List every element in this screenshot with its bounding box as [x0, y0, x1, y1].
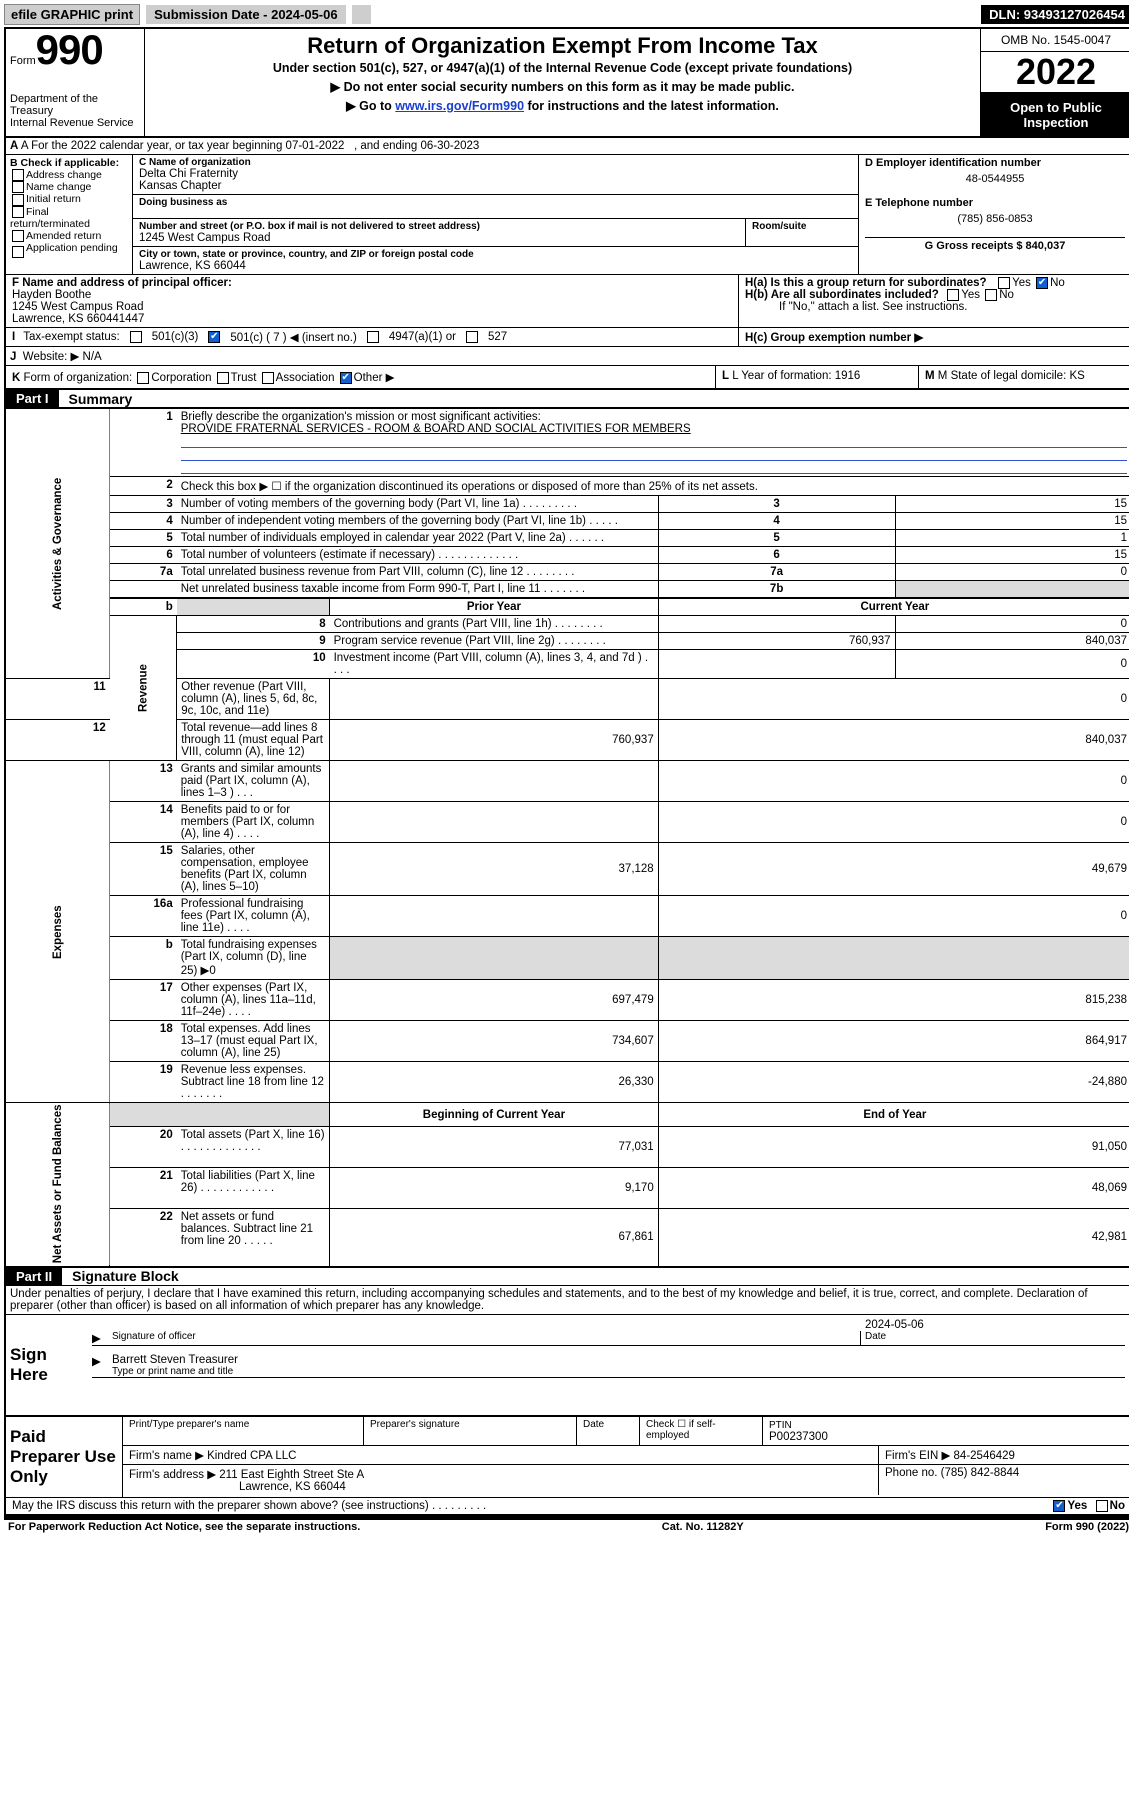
- row-j: J Website: ▶ N/A: [6, 347, 1129, 366]
- discuss-row: May the IRS discuss this return with the…: [6, 1497, 1129, 1514]
- date-label: Date: [860, 1331, 1125, 1345]
- col-b: B Check if applicable: Address change Na…: [6, 155, 133, 274]
- irs-label: Internal Revenue Service: [10, 117, 140, 129]
- subtitle-1: Under section 501(c), 527, or 4947(a)(1)…: [155, 61, 970, 75]
- city-state-zip: Lawrence, KS 66044: [139, 260, 852, 272]
- form-number: 990: [36, 31, 103, 69]
- side-activities: Activities & Governance: [6, 409, 110, 679]
- side-expenses: Expenses: [6, 761, 110, 1103]
- row-f: F Name and address of principal officer:…: [6, 275, 1129, 328]
- omb-number: OMB No. 1545-0047: [981, 29, 1129, 52]
- top-bar: efile GRAPHIC print Submission Date - 20…: [4, 4, 1129, 25]
- cb-corp[interactable]: [137, 372, 149, 384]
- cb-trust[interactable]: [217, 372, 229, 384]
- firm-ein: Firm's EIN ▶ 84-2546429: [879, 1446, 1129, 1464]
- website: Website: ▶ N/A: [23, 351, 102, 363]
- cb-pending[interactable]: [12, 246, 24, 258]
- page-footer: For Paperwork Reduction Act Notice, see …: [4, 1516, 1129, 1534]
- row-k: K Form of organization: Corporation Trus…: [6, 366, 1129, 390]
- street-address: 1245 West Campus Road: [139, 232, 739, 244]
- form990-link[interactable]: www.irs.gov/Form990: [395, 99, 524, 113]
- dln-label: DLN: 93493127026454: [981, 5, 1129, 24]
- mission-text: PROVIDE FRATERNAL SERVICES - ROOM & BOAR…: [181, 423, 691, 435]
- cb-4947[interactable]: [367, 331, 379, 343]
- section-bcd: B Check if applicable: Address change Na…: [6, 155, 1129, 275]
- penalties: Under penalties of perjury, I declare th…: [6, 1286, 1129, 1315]
- form-header: Form 990 Department of the Treasury Inte…: [6, 29, 1129, 138]
- state-domicile: M M State of legal domicile: KS: [919, 366, 1129, 388]
- year-formation: L L Year of formation: 1916: [716, 366, 919, 388]
- summary-table: Activities & Governance 1 Briefly descri…: [6, 408, 1129, 1266]
- subtitle-2: ▶ Do not enter social security numbers o…: [155, 75, 970, 98]
- cb-discuss-yes[interactable]: [1053, 1500, 1065, 1512]
- sig-date: 2024-05-06: [865, 1319, 1125, 1331]
- firm-address: Firm's address ▶ 211 East Eighth Street …: [129, 1469, 364, 1481]
- cb-ha-no[interactable]: [1036, 277, 1048, 289]
- part-i-header: Part I Summary: [6, 390, 1129, 408]
- cb-name-change[interactable]: [12, 181, 24, 193]
- org-name-1: Delta Chi Fraternity: [139, 168, 852, 180]
- ptin: P00237300: [769, 1431, 828, 1443]
- cb-527[interactable]: [466, 331, 478, 343]
- submission-date: Submission Date - 2024-05-06: [146, 5, 346, 24]
- officer-name: Hayden Boothe: [12, 289, 732, 301]
- cb-501c[interactable]: [208, 331, 220, 343]
- subtitle-3: ▶ Go to www.irs.gov/Form990 for instruct…: [155, 98, 970, 113]
- org-name-2: Kansas Chapter: [139, 180, 852, 192]
- cb-ha-yes[interactable]: [998, 277, 1010, 289]
- form-word: Form: [10, 55, 36, 67]
- cb-other[interactable]: [340, 372, 352, 384]
- col-d: D Employer identification number 48-0544…: [859, 155, 1129, 274]
- cb-501c3[interactable]: [130, 331, 142, 343]
- cb-amended[interactable]: [12, 230, 24, 242]
- side-netassets: Net Assets or Fund Balances: [6, 1103, 110, 1266]
- col-c: C Name of organization Delta Chi Fratern…: [133, 155, 859, 274]
- form-title: Return of Organization Exempt From Incom…: [155, 33, 970, 59]
- sig-officer-label: Signature of officer: [112, 1331, 860, 1345]
- sign-here-block: Sign Here 2024-05-06 ▶ Signature of offi…: [6, 1315, 1129, 1417]
- gross-receipts: G Gross receipts $ 840,037: [925, 240, 1066, 252]
- line-a: A A For the 2022 calendar year, or tax y…: [6, 138, 1129, 155]
- officer-addr1: 1245 West Campus Road: [12, 301, 732, 313]
- spacer-pill: [352, 5, 372, 24]
- firm-name: Firm's name ▶ Kindred CPA LLC: [123, 1446, 879, 1464]
- cb-address-change[interactable]: [12, 169, 24, 181]
- officer-print-name: Barrett Steven Treasurer: [112, 1354, 1125, 1366]
- row-i: I Tax-exempt status: 501(c)(3) 501(c) ( …: [6, 328, 1129, 347]
- dept-treasury: Department of the Treasury: [10, 93, 140, 117]
- ein: 48-0544955: [865, 169, 1125, 189]
- side-revenue: Revenue: [110, 616, 177, 761]
- tax-year: 2022: [981, 52, 1129, 94]
- efile-print-button[interactable]: efile GRAPHIC print: [4, 4, 140, 25]
- form-990: Form 990 Department of the Treasury Inte…: [4, 27, 1129, 1516]
- cb-hb-yes[interactable]: [947, 289, 959, 301]
- cb-hb-no[interactable]: [985, 289, 997, 301]
- telephone: (785) 856-0853: [865, 209, 1125, 229]
- cb-initial-return[interactable]: [12, 194, 24, 206]
- cb-final-return[interactable]: [12, 206, 24, 218]
- open-to-public: Open to Public Inspection: [981, 94, 1129, 136]
- firm-phone: Phone no. (785) 842-8844: [879, 1465, 1129, 1495]
- part-ii-header: Part II Signature Block: [6, 1266, 1129, 1286]
- officer-addr2: Lawrence, KS 660441447: [12, 313, 732, 325]
- paid-preparer: Paid Preparer Use Only Print/Type prepar…: [6, 1417, 1129, 1497]
- cb-assoc[interactable]: [262, 372, 274, 384]
- cb-discuss-no[interactable]: [1096, 1500, 1108, 1512]
